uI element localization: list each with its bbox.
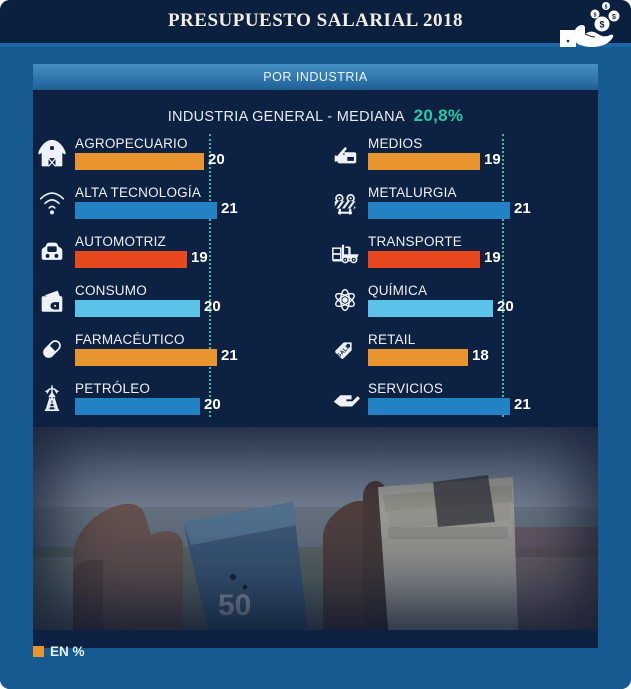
svg-text:$: $ [593,13,596,19]
svg-text:$: $ [599,20,604,30]
svg-text:$: $ [605,5,608,11]
svg-text:$: $ [612,14,616,21]
